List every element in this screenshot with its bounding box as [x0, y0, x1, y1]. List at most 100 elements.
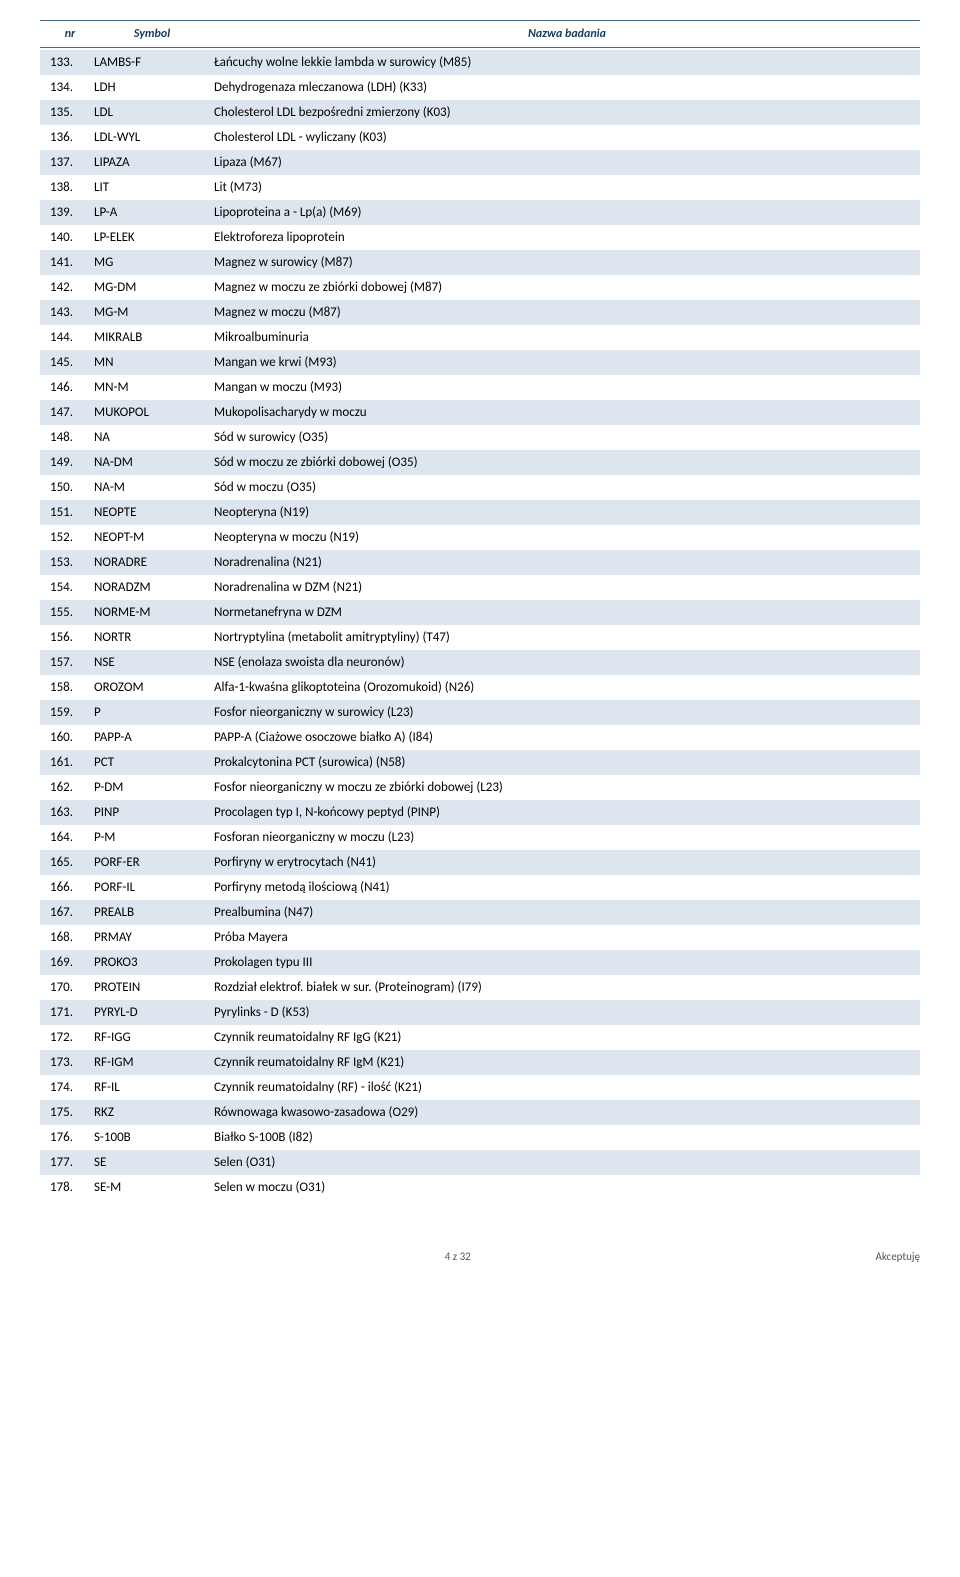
page-container: nr Symbol Nazwa badania 133.LAMBS-FŁańcu… [0, 0, 960, 1230]
cell-nr: 141. [40, 255, 90, 270]
cell-nazwa: Nortryptylina (metabolit amitryptyliny) … [210, 630, 920, 645]
cell-nr: 134. [40, 80, 90, 95]
table-row: 143.MG-MMagnez w moczu (M87) [40, 300, 920, 325]
table-row: 134.LDHDehydrogenaza mleczanowa (LDH) (K… [40, 75, 920, 100]
cell-nazwa: Próba Mayera [210, 930, 920, 945]
cell-symbol: PRMAY [90, 930, 210, 945]
table-row: 148.NASód w surowicy (O35) [40, 425, 920, 450]
cell-nazwa: Mangan w moczu (M93) [210, 380, 920, 395]
cell-nazwa: Mikroalbuminuria [210, 330, 920, 345]
cell-nazwa: Normetanefryna w DZM [210, 605, 920, 620]
table-row: 157.NSENSE (enolaza swoista dla neuronów… [40, 650, 920, 675]
cell-nazwa: Pyrylinks - D (K53) [210, 1005, 920, 1020]
cell-nr: 177. [40, 1155, 90, 1170]
table-row: 149.NA-DMSód w moczu ze zbiórki dobowej … [40, 450, 920, 475]
cell-nazwa: Prokalcytonina PCT (surowica) (N58) [210, 755, 920, 770]
cell-symbol: LP-A [90, 205, 210, 220]
cell-nr: 168. [40, 930, 90, 945]
table-row: 147.MUKOPOLMukopolisacharydy w moczu [40, 400, 920, 425]
table-row: 169.PROKO3Prokolagen typu III [40, 950, 920, 975]
table-row: 142.MG-DMMagnez w moczu ze zbiórki dobow… [40, 275, 920, 300]
cell-nr: 145. [40, 355, 90, 370]
cell-nazwa: Łańcuchy wolne lekkie lambda w surowicy … [210, 55, 920, 70]
cell-nr: 178. [40, 1180, 90, 1195]
table-row: 146.MN-MMangan w moczu (M93) [40, 375, 920, 400]
table-row: 138.LITLit (M73) [40, 175, 920, 200]
cell-nazwa: Magnez w surowicy (M87) [210, 255, 920, 270]
cell-symbol: MIKRALB [90, 330, 210, 345]
cell-nazwa: Noradrenalina (N21) [210, 555, 920, 570]
cell-symbol: RF-IGM [90, 1055, 210, 1070]
cell-symbol: PORF-IL [90, 880, 210, 895]
cell-symbol: NEOPTE [90, 505, 210, 520]
table-body: 133.LAMBS-FŁańcuchy wolne lekkie lambda … [40, 50, 920, 1200]
cell-nazwa: Magnez w moczu ze zbiórki dobowej (M87) [210, 280, 920, 295]
cell-nr: 157. [40, 655, 90, 670]
cell-symbol: LP-ELEK [90, 230, 210, 245]
table-header: nr Symbol Nazwa badania [40, 20, 920, 48]
cell-symbol: LDL-WYL [90, 130, 210, 145]
cell-symbol: SE-M [90, 1180, 210, 1195]
cell-nazwa: NSE (enolaza swoista dla neuronów) [210, 655, 920, 670]
table-row: 136.LDL-WYLCholesterol LDL - wyliczany (… [40, 125, 920, 150]
cell-symbol: PINP [90, 805, 210, 820]
cell-nazwa: Selen (O31) [210, 1155, 920, 1170]
cell-symbol: MG-M [90, 305, 210, 320]
cell-symbol: LAMBS-F [90, 55, 210, 70]
cell-nazwa: Czynnik reumatoidalny RF IgM (K21) [210, 1055, 920, 1070]
cell-nazwa: Lipoproteina a - Lp(a) (M69) [210, 205, 920, 220]
cell-symbol: P-M [90, 830, 210, 845]
cell-nr: 174. [40, 1080, 90, 1095]
cell-symbol: PROKO3 [90, 955, 210, 970]
cell-nr: 169. [40, 955, 90, 970]
header-nazwa: Nazwa badania [210, 27, 920, 41]
table-row: 159.PFosfor nieorganiczny w surowicy (L2… [40, 700, 920, 725]
cell-nr: 161. [40, 755, 90, 770]
table-row: 150.NA-MSód w moczu (O35) [40, 475, 920, 500]
cell-nr: 172. [40, 1030, 90, 1045]
table-row: 162.P-DMFosfor nieorganiczny w moczu ze … [40, 775, 920, 800]
cell-nazwa: Magnez w moczu (M87) [210, 305, 920, 320]
cell-nr: 146. [40, 380, 90, 395]
table-row: 141.MGMagnez w surowicy (M87) [40, 250, 920, 275]
cell-symbol: SE [90, 1155, 210, 1170]
cell-symbol: PCT [90, 755, 210, 770]
cell-symbol: MN [90, 355, 210, 370]
cell-symbol: PAPP-A [90, 730, 210, 745]
cell-nr: 154. [40, 580, 90, 595]
cell-nazwa: Dehydrogenaza mleczanowa (LDH) (K33) [210, 80, 920, 95]
cell-symbol: P [90, 705, 210, 720]
cell-symbol: NA-M [90, 480, 210, 495]
table-row: 151.NEOPTENeopteryna (N19) [40, 500, 920, 525]
cell-symbol: LDH [90, 80, 210, 95]
table-row: 158.OROZOMAlfa-1-kwaśna glikoptoteina (O… [40, 675, 920, 700]
table-row: 175.RKZRównowaga kwasowo-zasadowa (O29) [40, 1100, 920, 1125]
cell-symbol: PYRYL-D [90, 1005, 210, 1020]
cell-nr: 138. [40, 180, 90, 195]
cell-symbol: LIT [90, 180, 210, 195]
table-row: 156.NORTRNortryptylina (metabolit amitry… [40, 625, 920, 650]
cell-symbol: NA-DM [90, 455, 210, 470]
cell-nr: 143. [40, 305, 90, 320]
cell-nazwa: Fosfor nieorganiczny w moczu ze zbiórki … [210, 780, 920, 795]
table-row: 165.PORF-ERPorfiryny w erytrocytach (N41… [40, 850, 920, 875]
page-footer: 4 z 32 Akceptuję [0, 1230, 960, 1273]
cell-nazwa: Alfa-1-kwaśna glikoptoteina (Orozomukoid… [210, 680, 920, 695]
table-row: 153.NORADRENoradrenalina (N21) [40, 550, 920, 575]
cell-nr: 156. [40, 630, 90, 645]
cell-nazwa: Sód w moczu ze zbiórki dobowej (O35) [210, 455, 920, 470]
cell-nr: 175. [40, 1105, 90, 1120]
cell-nr: 139. [40, 205, 90, 220]
table-row: 133.LAMBS-FŁańcuchy wolne lekkie lambda … [40, 50, 920, 75]
cell-symbol: OROZOM [90, 680, 210, 695]
cell-nr: 147. [40, 405, 90, 420]
cell-nr: 170. [40, 980, 90, 995]
cell-nr: 163. [40, 805, 90, 820]
cell-nr: 176. [40, 1130, 90, 1145]
cell-symbol: S-100B [90, 1130, 210, 1145]
cell-nazwa: Czynnik reumatoidalny (RF) - ilość (K21) [210, 1080, 920, 1095]
cell-nazwa: Prealbumina (N47) [210, 905, 920, 920]
table-row: 178.SE-MSelen w moczu (O31) [40, 1175, 920, 1200]
cell-nazwa: Mukopolisacharydy w moczu [210, 405, 920, 420]
cell-nr: 135. [40, 105, 90, 120]
